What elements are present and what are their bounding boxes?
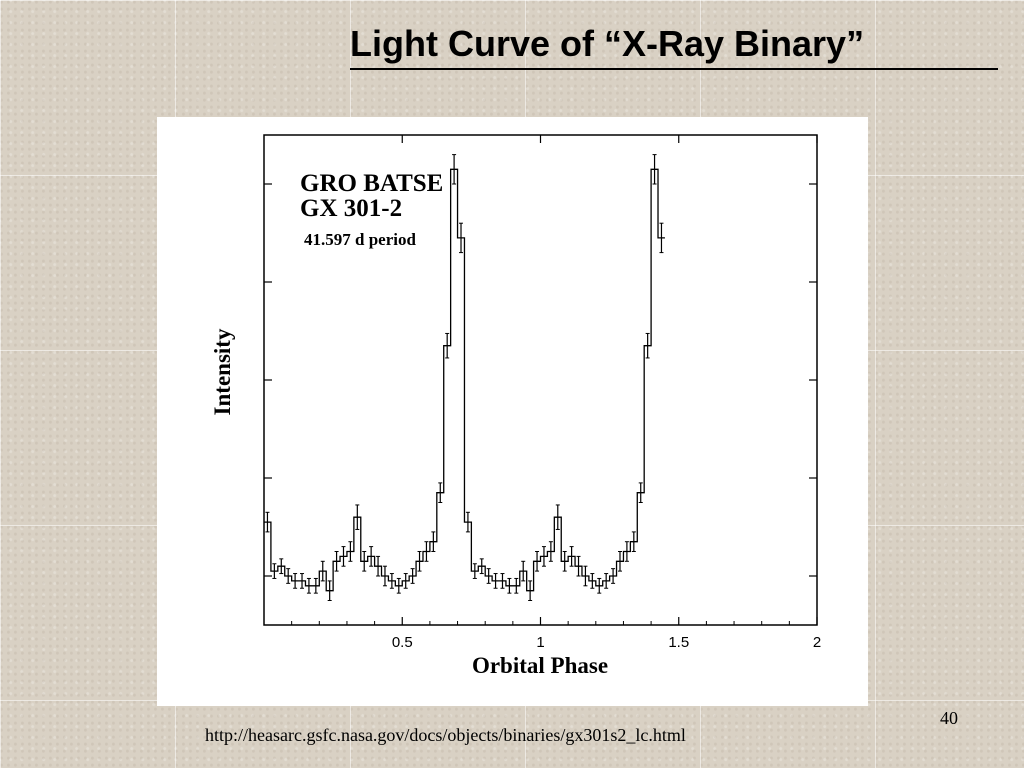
y-axis-label: Intensity [210,328,235,415]
slide-title: Light Curve of “X-Ray Binary” [350,23,865,64]
annotation-instrument: GRO BATSE [300,170,443,197]
source-url[interactable]: http://heasarc.gsfc.nasa.gov/docs/object… [205,725,686,745]
slide-number: 40 [940,708,958,728]
axis-ticks [264,135,818,625]
annotation-period: 41.597 d period [304,230,416,249]
x-tick-label: 2 [813,634,821,651]
annotation-source: GX 301-2 [300,195,402,222]
x-axis-label: Orbital Phase [472,653,608,678]
x-tick-label: 0.5 [392,634,413,651]
x-tick-label: 1.5 [668,634,689,651]
x-tick-labels: 0.5 1 1.5 2 [392,634,821,651]
x-tick-label: 1 [536,634,544,651]
light-curve-line [264,168,665,592]
light-curve-figure: 0.5 1 1.5 2 GRO BATSE GX 301-2 41.597 d per… [157,117,868,706]
title-underline [350,68,998,70]
light-curve-chart: 0.5 1 1.5 2 GRO BATSE GX 301-2 41.597 d per… [210,134,821,678]
